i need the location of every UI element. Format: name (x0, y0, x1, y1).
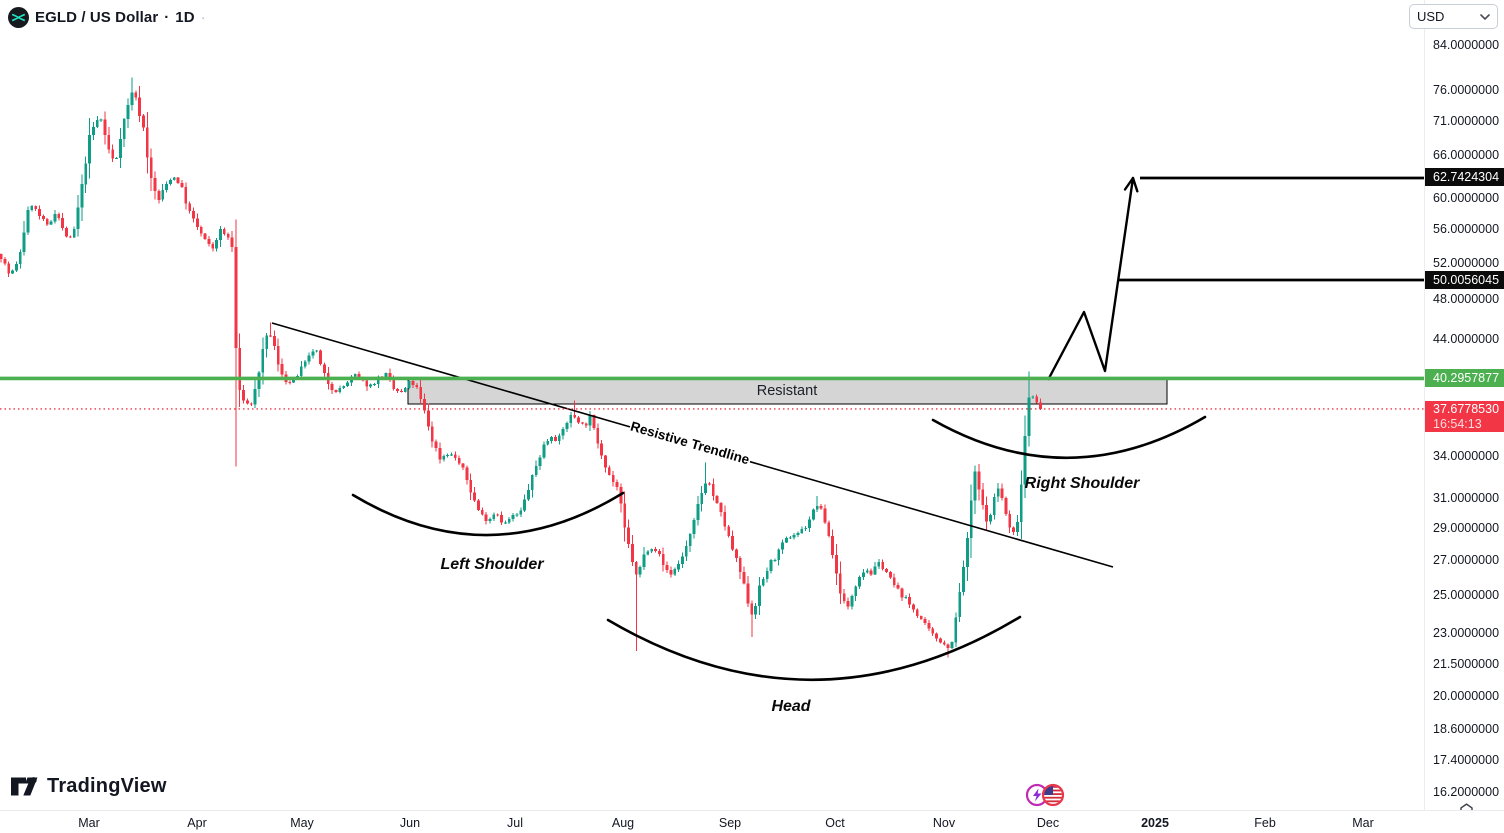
price-tick-label: 48.0000000 (1433, 292, 1500, 306)
us-flag-icon (1041, 783, 1065, 807)
time-tick-label: Mar (78, 816, 100, 830)
time-tick-label: Nov (932, 816, 956, 830)
symbol-title[interactable]: EGLD / US Dollar (35, 8, 159, 26)
interval-label[interactable]: 1D (175, 8, 195, 26)
price-tick-label: 56.0000000 (1433, 222, 1500, 236)
price-tick-label: 76.0000000 (1433, 83, 1500, 98)
time-tick-label: Jun (399, 816, 421, 830)
price-tick-label: 21.5000000 (1433, 656, 1500, 671)
price-tick-label: 16.2000000 (1433, 785, 1500, 799)
right-shoulder-label[interactable]: Right Shoulder (1024, 475, 1140, 492)
tradingview-mark-icon (11, 777, 38, 796)
price-label-target-upper: 62.7424304 (1425, 168, 1504, 187)
symbol-header: EGLD / US Dollar · 1D · (8, 4, 206, 30)
time-tick-label: May (290, 816, 314, 830)
last-price-value: 37.6778530 (1433, 401, 1500, 416)
title-separator: · (164, 8, 170, 26)
head-arc (606, 615, 1022, 682)
resistance-zone-label[interactable]: Resistant (756, 383, 818, 399)
price-tick-label: 25.0000000 (1433, 588, 1500, 603)
time-tick-label: Mar (1352, 816, 1374, 830)
candlestick-series (0, 77, 1042, 658)
tradingview-wordmark: TradingView (47, 775, 167, 797)
right-shoulder-arc (931, 415, 1207, 460)
chevron-down-icon (1480, 13, 1490, 20)
time-tick-label: Sep (718, 816, 742, 830)
time-tick-label: 2025 (1141, 816, 1169, 830)
price-tick-label: 17.4000000 (1433, 752, 1500, 767)
price-axis[interactable]: 84.0000000 76.0000000 71.0000000 66.0000000… (1424, 0, 1504, 810)
price-label-last: 37.6778530 16:54:13 (1425, 400, 1504, 432)
egld-logo-icon (8, 6, 29, 28)
event-markers[interactable] (1024, 782, 1066, 808)
price-tick-label: 18.6000000 (1433, 722, 1500, 737)
price-tick-label: 52.0000000 (1433, 255, 1500, 270)
currency-value: USD (1417, 9, 1445, 24)
time-tick-label: Apr (187, 816, 207, 830)
bar-countdown: 16:54:13 (1433, 416, 1482, 431)
price-tick-label: 29.0000000 (1433, 520, 1500, 535)
title-trailing-dot: · (200, 8, 206, 26)
time-tick-label: Jul (507, 816, 523, 830)
price-tick-label: 31.0000000 (1433, 490, 1500, 505)
currency-dropdown[interactable]: USD (1409, 4, 1498, 29)
price-tick-label: 66.0000000 (1433, 147, 1500, 162)
price-tick-label: 27.0000000 (1433, 553, 1500, 568)
price-tick-label: 84.0000000 (1433, 38, 1500, 52)
price-tick-label: 23.0000000 (1433, 625, 1500, 640)
price-label-target-lower: 50.0056045 (1425, 271, 1504, 290)
time-tick-label: Dec (1036, 816, 1060, 830)
tradingview-logo[interactable]: TradingView (10, 774, 167, 799)
price-tick-label: 34.0000000 (1433, 448, 1500, 463)
price-tick-label: 44.0000000 (1433, 331, 1500, 346)
head-label[interactable]: Head (771, 698, 811, 715)
resistive-trendline (271, 322, 1114, 568)
price-tick-label: 60.0000000 (1433, 190, 1500, 205)
time-axis[interactable]: Mar Apr May Jun Jul Aug Sep Oct Nov Dec 2025 Feb Mar (0, 810, 1504, 833)
time-tick-label: Aug (611, 816, 635, 830)
price-tick-label: 71.0000000 (1433, 114, 1500, 129)
left-shoulder-label[interactable]: Left Shoulder (440, 556, 544, 573)
left-shoulder-arc (351, 491, 625, 537)
price-label-resistance: 40.2957877 (1425, 369, 1504, 388)
time-tick-label: Feb (1254, 816, 1276, 830)
time-tick-label: Oct (825, 816, 845, 830)
projection-arrow (1046, 177, 1135, 381)
price-tick-label: 20.0000000 (1433, 689, 1500, 704)
